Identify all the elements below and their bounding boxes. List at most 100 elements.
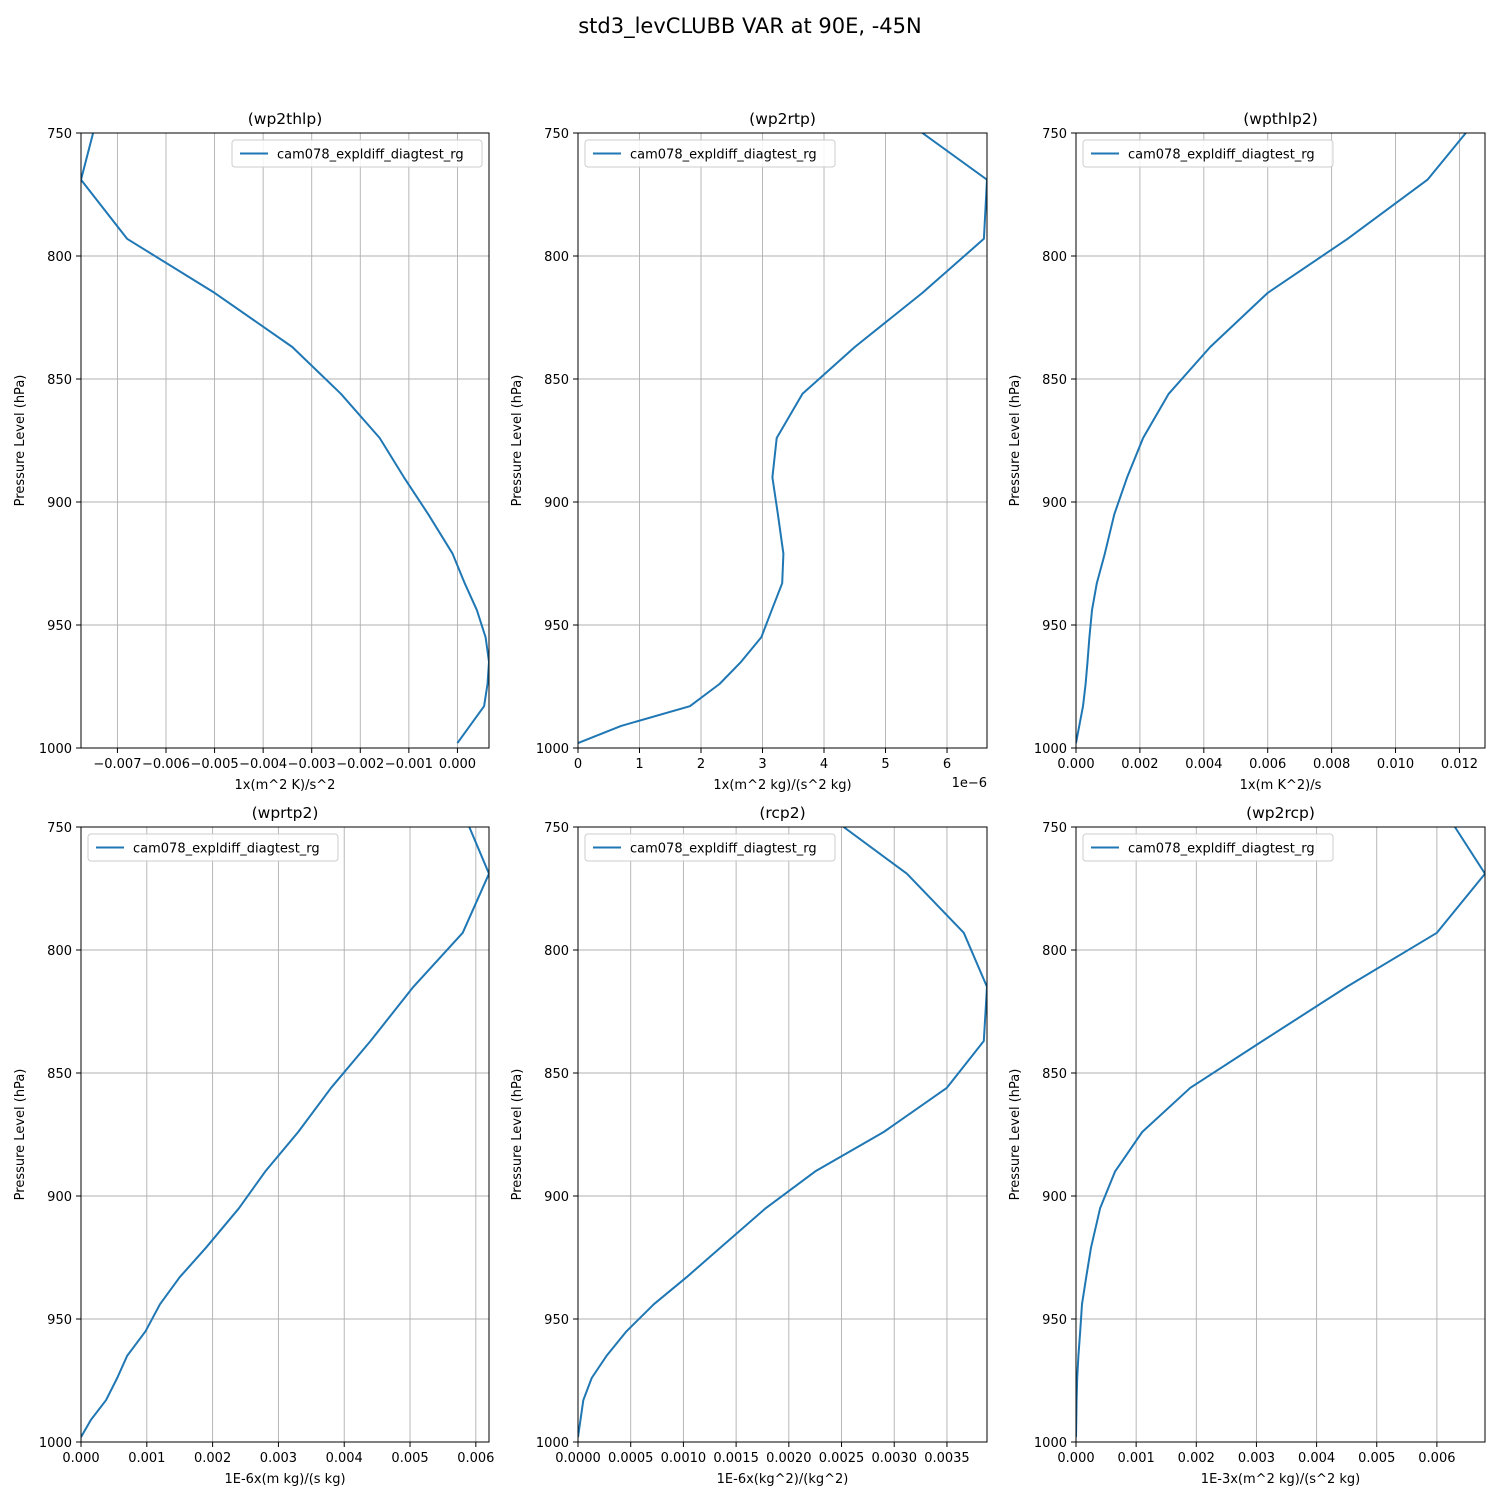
- x-tick-label: 0.0035: [924, 1451, 970, 1466]
- x-tick-label: −0.002: [336, 757, 384, 772]
- y-tick-label: 1000: [1034, 1436, 1067, 1451]
- y-tick-label: 750: [544, 821, 569, 836]
- y-tick-label: 800: [47, 250, 72, 265]
- y-tick-label: 750: [544, 127, 569, 142]
- x-tick-label: 0.000: [439, 757, 476, 772]
- x-tick-label: 0.004: [1298, 1451, 1335, 1466]
- subplot-title: (wp2rtp): [749, 110, 816, 128]
- x-tick-label: 0.0020: [766, 1451, 812, 1466]
- x-tick-label: 0.006: [1249, 757, 1286, 772]
- x-tick-label: 0.0010: [661, 1451, 707, 1466]
- y-axis-label: Pressure Level (hPa): [510, 1069, 525, 1201]
- x-tick-label: 0.012: [1441, 757, 1478, 772]
- y-tick-label: 900: [47, 1190, 72, 1205]
- x-tick-label: 4: [820, 757, 828, 772]
- legend-box: [584, 833, 836, 862]
- x-axis-label: 1E-6x(m kg)/(s kg): [224, 1472, 345, 1487]
- x-tick-label: 0.0000: [555, 1451, 601, 1466]
- y-tick-label: 850: [1042, 1067, 1067, 1082]
- axes-frame: [80, 132, 490, 749]
- axes-frame: [577, 132, 988, 749]
- y-tick-label: 850: [544, 1067, 569, 1082]
- subplot-title: (wpthlp2): [1243, 110, 1318, 128]
- x-tick-label: 0.000: [1057, 757, 1094, 772]
- subplot-title: (wp2thlp): [248, 110, 323, 128]
- x-tick-label: 5: [881, 757, 889, 772]
- y-tick-label: 850: [47, 373, 72, 388]
- y-axis-label: Pressure Level (hPa): [510, 375, 525, 507]
- x-axis-label: 1E-3x(m^2 kg)/(s^2 kg): [1201, 1472, 1360, 1487]
- x-tick-label: 2: [697, 757, 705, 772]
- x-tick-label: 0.002: [1178, 1451, 1215, 1466]
- legend-box: [1082, 139, 1334, 168]
- y-tick-label: 950: [47, 619, 72, 634]
- x-tick-label: 0.000: [1057, 1451, 1094, 1466]
- subplot-title: (wprtp2): [252, 804, 319, 822]
- y-axis-label: Pressure Level (hPa): [13, 1069, 28, 1201]
- x-axis-label: 1x(m^2 K)/s^2: [235, 778, 336, 793]
- x-tick-label: −0.006: [142, 757, 190, 772]
- y-axis-label: Pressure Level (hPa): [13, 375, 28, 507]
- x-tick-label: −0.007: [93, 757, 141, 772]
- legend-box: [1082, 833, 1334, 862]
- series-line: [578, 133, 987, 745]
- y-tick-label: 1000: [39, 742, 72, 757]
- y-tick-label: 850: [1042, 373, 1067, 388]
- y-tick-label: 1000: [39, 1436, 72, 1451]
- x-tick-label: 0.008: [1313, 757, 1350, 772]
- series-line: [1076, 827, 1485, 1438]
- x-tick-label: 0.000: [62, 1451, 99, 1466]
- x-tick-label: −0.003: [288, 757, 336, 772]
- y-tick-label: 800: [544, 944, 569, 959]
- axes-frame: [1075, 132, 1486, 749]
- x-tick-label: 0: [574, 757, 582, 772]
- y-axis-label: Pressure Level (hPa): [1008, 1069, 1023, 1201]
- y-tick-label: 900: [1042, 496, 1067, 511]
- axes-frame: [577, 826, 988, 1443]
- x-tick-label: 0.004: [326, 1451, 363, 1466]
- x-tick-label: 0.001: [1118, 1451, 1155, 1466]
- x-tick-label: 0.0015: [713, 1451, 759, 1466]
- y-tick-label: 1000: [536, 1436, 569, 1451]
- x-tick-label: −0.001: [385, 757, 433, 772]
- y-tick-label: 900: [47, 496, 72, 511]
- y-tick-label: 800: [1042, 250, 1067, 265]
- legend-label: cam078_expldiff_diagtest_rg: [277, 148, 464, 163]
- x-tick-label: 0.006: [457, 1451, 494, 1466]
- x-tick-label: 0.001: [128, 1451, 165, 1466]
- subplot-title: (rcp2): [759, 804, 805, 822]
- x-tick-label: 0.002: [194, 1451, 231, 1466]
- x-tick-label: 0.010: [1377, 757, 1414, 772]
- y-tick-label: 950: [544, 1313, 569, 1328]
- y-tick-label: 900: [544, 496, 569, 511]
- x-offset-text: 1e−6: [952, 776, 987, 791]
- x-axis-label: 1x(m^2 kg)/(s^2 kg): [713, 778, 851, 793]
- y-tick-label: 950: [1042, 619, 1067, 634]
- x-tick-label: 6: [943, 757, 951, 772]
- x-tick-label: −0.005: [191, 757, 239, 772]
- y-tick-label: 900: [544, 1190, 569, 1205]
- y-tick-label: 900: [1042, 1190, 1067, 1205]
- axes-frame: [80, 826, 490, 1443]
- y-tick-label: 750: [47, 127, 72, 142]
- legend-box: [231, 139, 483, 168]
- y-tick-label: 750: [1042, 127, 1067, 142]
- x-axis-label: 1x(m K^2)/s: [1240, 778, 1322, 793]
- y-tick-label: 850: [544, 373, 569, 388]
- y-tick-label: 1000: [1034, 742, 1067, 757]
- y-tick-label: 950: [544, 619, 569, 634]
- y-tick-label: 950: [47, 1313, 72, 1328]
- x-axis-label: 1E-6x(kg^2)/(kg^2): [717, 1472, 849, 1487]
- y-tick-label: 800: [47, 944, 72, 959]
- x-tick-label: 0.005: [391, 1451, 428, 1466]
- x-tick-label: 3: [758, 757, 766, 772]
- legend-label: cam078_expldiff_diagtest_rg: [1128, 842, 1315, 857]
- figure-title: std3_levCLUBB VAR at 90E, -45N: [578, 14, 922, 38]
- y-tick-label: 950: [1042, 1313, 1067, 1328]
